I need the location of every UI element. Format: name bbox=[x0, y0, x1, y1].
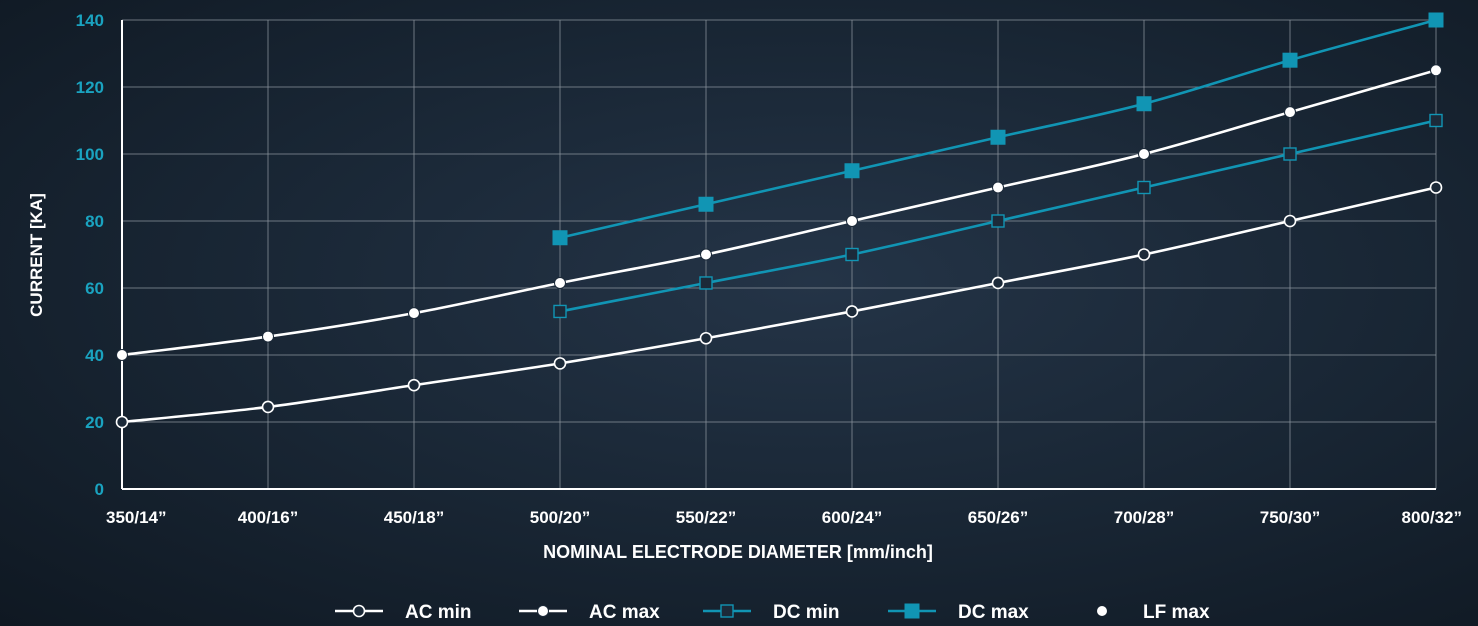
data-point-ac-max bbox=[992, 181, 1004, 194]
legend-marker-ac-min bbox=[352, 604, 366, 618]
data-point-dc-max bbox=[1282, 52, 1298, 68]
y-tick-label: 80 bbox=[85, 212, 104, 231]
x-tick-label: 750/30” bbox=[1260, 508, 1321, 527]
data-point-ac-min bbox=[115, 415, 129, 429]
x-tick-label: 400/16” bbox=[238, 508, 299, 527]
legend-marker-ac-max bbox=[537, 605, 549, 617]
x-tick-label: 600/24” bbox=[822, 508, 883, 527]
data-point-dc-max bbox=[552, 230, 568, 246]
data-point-dc-min bbox=[553, 304, 567, 319]
data-point-ac-min bbox=[845, 305, 859, 318]
data-point-ac-max bbox=[408, 307, 420, 320]
data-point-ac-min bbox=[1429, 181, 1443, 194]
data-point-ac-max bbox=[262, 330, 274, 343]
data-point-dc-max bbox=[698, 196, 714, 212]
legend-label-ac-min: AC min bbox=[405, 602, 472, 623]
x-tick-label: 700/28” bbox=[1114, 508, 1175, 527]
x-tick-label: 350/14” bbox=[106, 508, 167, 527]
data-point-dc-min bbox=[991, 214, 1005, 228]
legend-marker-lf-max bbox=[1097, 606, 1107, 616]
y-tick-label: 120 bbox=[76, 78, 104, 97]
legend-label-dc-min: DC min bbox=[773, 602, 840, 623]
legend-label-dc-max: DC max bbox=[958, 602, 1029, 623]
legend-label-lf-max: LF max bbox=[1143, 602, 1210, 623]
x-tick-label: 650/26” bbox=[968, 508, 1029, 527]
data-point-dc-min bbox=[1283, 147, 1297, 161]
x-axis-label: NOMINAL ELECTRODE DIAMETER [mm/inch] bbox=[543, 542, 933, 562]
data-point-ac-max bbox=[1430, 64, 1442, 77]
series-line-ac-min bbox=[121, 186, 1437, 424]
x-tick-label: 500/20” bbox=[530, 508, 591, 527]
data-point-ac-max bbox=[1284, 106, 1296, 119]
x-tick-label: 550/22” bbox=[676, 508, 737, 527]
data-point-ac-max bbox=[846, 215, 858, 227]
data-point-dc-max bbox=[1428, 12, 1444, 28]
y-tick-label: 20 bbox=[85, 413, 104, 432]
y-axis-ticks: 0 20 40 60 80 100 120 140 bbox=[76, 11, 104, 499]
legend-label-ac-max: AC max bbox=[589, 602, 660, 623]
y-tick-label: 100 bbox=[76, 145, 104, 164]
data-point-dc-min bbox=[699, 276, 713, 290]
grid bbox=[121, 19, 1437, 490]
data-point-ac-min bbox=[991, 276, 1005, 290]
data-point-ac-min bbox=[1283, 214, 1297, 228]
data-point-ac-min bbox=[407, 378, 421, 392]
data-point-ac-min bbox=[261, 400, 275, 414]
data-point-dc-min bbox=[845, 247, 859, 262]
data-point-ac-max bbox=[700, 248, 712, 261]
x-tick-label: 450/18” bbox=[384, 508, 445, 527]
x-axis-ticks: 350/14” 400/16” 450/18” 500/20” 550/22” 600/2… bbox=[106, 508, 1462, 527]
x-tick-label: 800/32” bbox=[1402, 508, 1463, 527]
data-point-ac-min bbox=[1137, 248, 1151, 261]
data-point-ac-min bbox=[699, 331, 713, 345]
data-point-dc-min bbox=[1137, 180, 1151, 195]
y-tick-label: 40 bbox=[85, 346, 104, 365]
y-axis-label: CURRENT [KA] bbox=[27, 193, 46, 317]
data-point-ac-max bbox=[554, 276, 566, 289]
legend: AC min AC max DC min DC max LF max bbox=[335, 602, 1210, 623]
data-point-dc-max bbox=[990, 129, 1006, 145]
series-line-ac-max bbox=[121, 69, 1437, 357]
data-point-ac-min bbox=[553, 357, 567, 370]
y-tick-label: 60 bbox=[85, 279, 104, 298]
y-tick-label: 140 bbox=[76, 11, 104, 30]
legend-marker-dc-min bbox=[720, 604, 734, 618]
data-point-ac-max bbox=[1138, 148, 1150, 160]
data-point-ac-max bbox=[116, 349, 128, 361]
data-point-dc-min bbox=[1429, 113, 1443, 128]
series-lines bbox=[115, 12, 1444, 429]
y-tick-label: 0 bbox=[95, 480, 104, 499]
legend-marker-dc-max bbox=[904, 603, 920, 619]
data-point-dc-max bbox=[1136, 96, 1152, 112]
data-point-dc-max bbox=[844, 163, 860, 179]
